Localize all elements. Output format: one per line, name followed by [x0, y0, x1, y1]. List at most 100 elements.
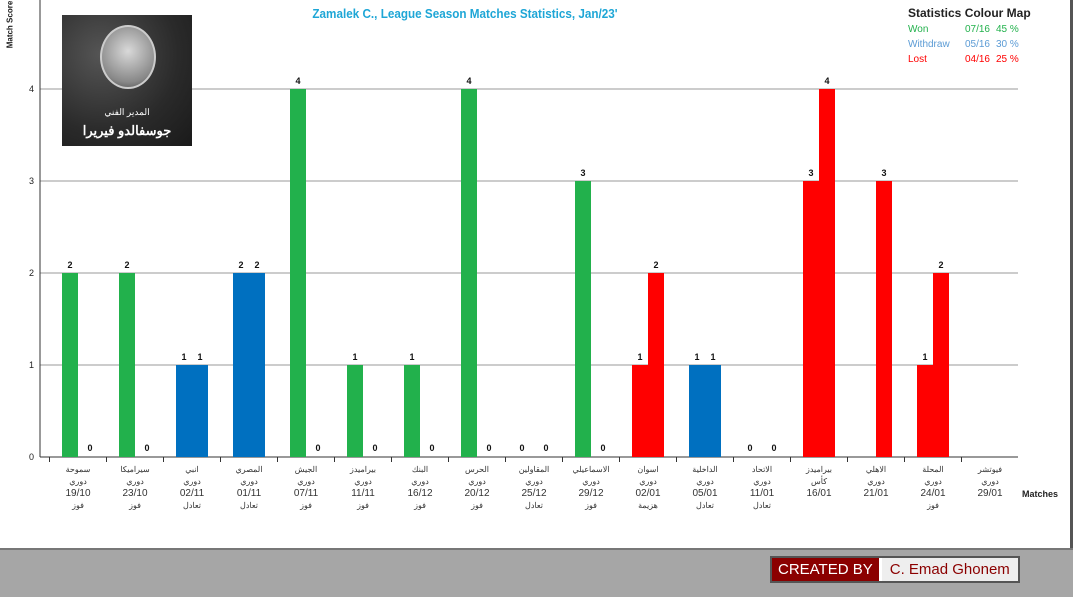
- bar-value-label: 2: [124, 260, 129, 270]
- x-tick-label: 02/11: [180, 488, 205, 499]
- bar-value-label: 0: [87, 443, 92, 453]
- bar-value-label: 0: [372, 443, 377, 453]
- bar-zamalek: [176, 365, 192, 457]
- bar-value-label: 0: [315, 443, 320, 453]
- x-tick-label: 25/12: [521, 488, 546, 499]
- x-tick-label: هزيمة: [638, 501, 658, 510]
- x-tick-label: المقاولين: [519, 465, 550, 474]
- x-tick-label: سيراميكا: [120, 465, 150, 474]
- coach-photo: المدير الفني جوسفالدو فيريرا: [62, 15, 192, 146]
- legend-count: 07/16: [964, 24, 990, 35]
- bar-zamalek: [119, 273, 135, 457]
- legend-pct: 45 %: [996, 24, 1019, 35]
- y-tick-label: 3: [29, 176, 34, 186]
- bar-opponent: [933, 273, 949, 457]
- x-tick-label: 01/11: [237, 488, 262, 499]
- x-tick-label: فوز: [584, 501, 597, 510]
- bar-value-label: 4: [466, 76, 471, 86]
- bar-value-label: 0: [543, 443, 548, 453]
- x-tick-label: فوز: [926, 501, 939, 510]
- x-tick-label: الحرس: [465, 465, 489, 474]
- bar-value-label: 0: [144, 443, 149, 453]
- x-tick-label: 16/01: [806, 488, 831, 499]
- legend-label: Won: [908, 24, 929, 35]
- coach-portrait: [100, 25, 156, 89]
- bar-value-label: 2: [938, 260, 943, 270]
- x-tick-label: دوري: [126, 477, 144, 486]
- bar-value-label: 1: [694, 352, 699, 362]
- x-axis-label: Matches: [1022, 489, 1058, 499]
- x-tick-label: سموحة: [66, 465, 91, 474]
- bar-zamalek: [62, 273, 78, 457]
- x-tick-label: كأس: [811, 475, 827, 486]
- bar-opponent: [876, 181, 892, 457]
- legend-count: 05/16: [964, 39, 990, 50]
- x-tick-label: 23/10: [122, 488, 147, 499]
- bar-value-label: 2: [67, 260, 72, 270]
- x-tick-label: المصري: [236, 465, 263, 474]
- bar-zamalek: [917, 365, 933, 457]
- bar-value-label: 1: [197, 352, 202, 362]
- y-tick-label: 1: [29, 360, 34, 370]
- x-tick-label: 07/11: [294, 488, 319, 499]
- x-tick-label: 24/01: [920, 488, 945, 499]
- x-tick-label: 02/01: [635, 488, 660, 499]
- bar-opponent: [249, 273, 265, 457]
- bar-value-label: 2: [653, 260, 658, 270]
- bar-value-label: 0: [429, 443, 434, 453]
- x-tick-label: انبي: [185, 465, 199, 474]
- bar-zamalek: [347, 365, 363, 457]
- bar-zamalek: [233, 273, 249, 457]
- legend-row-lost: Lost 04/16 25 %: [908, 54, 1031, 69]
- bar-zamalek: [632, 365, 648, 457]
- x-tick-label: الاهلي: [866, 465, 886, 474]
- author-name: C. Emad Ghonem: [881, 558, 1018, 581]
- x-tick-label: البنك: [412, 465, 428, 474]
- bar-value-label: 2: [238, 260, 243, 270]
- x-tick-label: دوري: [297, 477, 315, 486]
- bar-value-label: 2: [254, 260, 259, 270]
- x-tick-label: دوري: [69, 477, 87, 486]
- x-tick-label: المحلة: [922, 465, 943, 474]
- legend-label: Withdraw: [908, 39, 950, 50]
- x-tick-label: فوز: [299, 501, 312, 510]
- x-tick-label: دوري: [183, 477, 201, 486]
- footer: CREATED BY C. Emad Ghonem: [0, 548, 1073, 597]
- chart-title: Zamalek C., League Season Matches Statis…: [312, 6, 618, 21]
- y-tick-label: 4: [29, 84, 34, 94]
- bar-value-label: 3: [580, 168, 585, 178]
- x-tick-label: دوري: [696, 477, 714, 486]
- x-tick-label: 11/11: [351, 488, 375, 499]
- x-tick-label: تعادل: [525, 501, 543, 510]
- x-tick-label: 05/01: [692, 488, 717, 499]
- legend-pct: 25 %: [996, 54, 1019, 65]
- frame-border: [1070, 0, 1073, 548]
- bar-zamalek: [290, 89, 306, 457]
- bar-value-label: 0: [747, 443, 752, 453]
- legend: Statistics Colour Map Won 07/16 45 % Withd…: [908, 6, 1031, 69]
- x-tick-label: الجيش: [295, 465, 317, 474]
- legend-title: Statistics Colour Map: [908, 6, 1031, 20]
- x-tick-label: الاتحاد: [752, 465, 772, 474]
- x-tick-label: دوري: [867, 477, 885, 486]
- x-tick-label: 11/01: [750, 488, 775, 499]
- x-tick-label: دوري: [639, 477, 657, 486]
- y-axis-label: Match Score: [5, 0, 15, 49]
- x-tick-label: بيراميدز: [805, 465, 832, 474]
- x-tick-label: فوز: [71, 501, 84, 510]
- x-tick-label: 16/12: [407, 488, 432, 499]
- x-tick-label: اسوان: [637, 465, 658, 474]
- y-tick-label: 2: [29, 268, 34, 278]
- coach-caption: المدير الفني: [104, 107, 150, 117]
- legend-count: 04/16: [964, 54, 990, 65]
- x-tick-label: 19/10: [65, 488, 90, 499]
- legend-row-won: Won 07/16 45 %: [908, 24, 1031, 39]
- x-tick-label: تعادل: [753, 501, 771, 510]
- bar-zamalek: [461, 89, 477, 457]
- x-tick-label: دوري: [354, 477, 372, 486]
- x-tick-label: 20/12: [464, 488, 489, 499]
- x-tick-label: 21/01: [863, 488, 888, 499]
- x-tick-label: تعادل: [183, 501, 201, 510]
- bar-zamalek: [689, 365, 705, 457]
- x-tick-label: الداخلية: [692, 465, 717, 474]
